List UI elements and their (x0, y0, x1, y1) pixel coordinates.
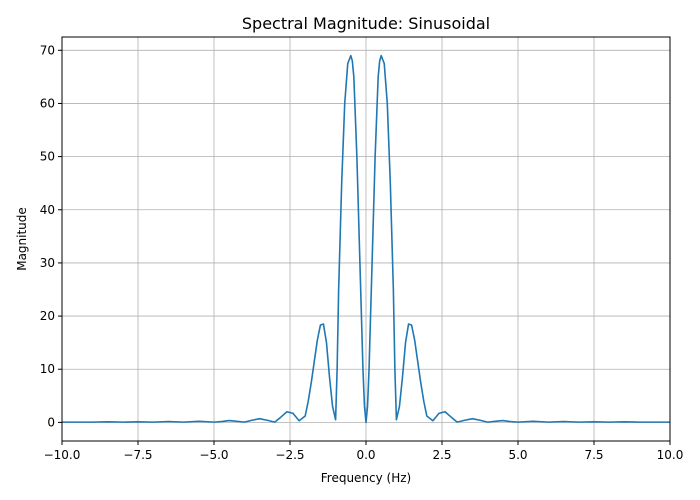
y-tick-label: 70 (40, 43, 55, 57)
y-axis-label: Magnitude (15, 207, 29, 271)
y-tick-label: 20 (40, 309, 55, 323)
x-tick-label: 2.5 (432, 448, 451, 462)
x-tick-label: −10.0 (44, 448, 81, 462)
axis-ticks: −10.0 −7.5 −5.0 −2.5 0.0 2.5 5.0 7.5 10.0 0 10 20 30… (40, 43, 684, 462)
y-tick-label: 10 (40, 362, 55, 376)
x-axis-label: Frequency (Hz) (321, 471, 412, 485)
y-tick-label: 0 (47, 415, 55, 429)
x-tick-label: 10.0 (657, 448, 684, 462)
x-tick-label: 7.5 (584, 448, 603, 462)
x-tick-label: 0.0 (356, 448, 375, 462)
x-tick-label: −2.5 (275, 448, 304, 462)
grid-lines (61, 37, 671, 441)
chart-title: Spectral Magnitude: Sinusoidal (242, 14, 490, 33)
y-tick-label: 50 (40, 150, 55, 164)
y-tick-label: 40 (40, 203, 55, 217)
magnitude-series-line (62, 54, 670, 424)
series-layer (62, 54, 670, 424)
x-tick-label: −7.5 (123, 448, 152, 462)
x-tick-label: 5.0 (508, 448, 527, 462)
y-tick-label: 30 (40, 256, 55, 270)
x-tick-label: −5.0 (199, 448, 228, 462)
y-tick-label: 60 (40, 96, 55, 110)
